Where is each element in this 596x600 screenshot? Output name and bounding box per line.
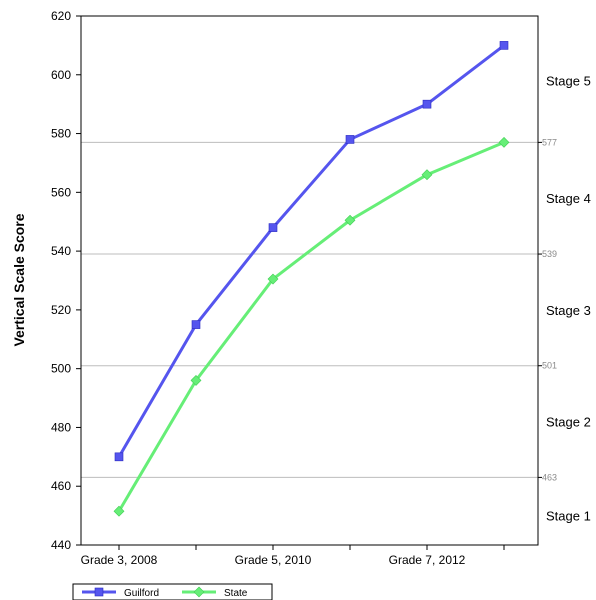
y-tick-label: 500 (51, 362, 71, 376)
y-tick-label: 600 (51, 68, 71, 82)
y-axis: 440 460 480 500 520 540 560 580 600 620 (51, 9, 81, 552)
threshold-label: 501 (542, 361, 557, 371)
y-tick-label: 460 (51, 479, 71, 493)
data-point-diamond (421, 169, 433, 181)
series-group (113, 41, 510, 517)
plot-frame (80, 15, 539, 546)
data-point-diamond (190, 374, 202, 386)
stage-label: Stage 3 (546, 303, 591, 318)
data-point-square (499, 41, 509, 50)
y-tick-label: 560 (51, 185, 71, 199)
right-axis-stages: Stage 5 Stage 4 Stage 3 Stage 2 Stage 1 (538, 74, 591, 524)
series-line-guilford (117, 44, 505, 458)
y-tick-label: 440 (51, 538, 71, 552)
legend-label: Guilford (124, 588, 159, 599)
data-point-diamond (113, 505, 125, 517)
x-axis: Grade 3, 2008 Grade 5, 2010 Grade 7, 2012 (81, 545, 505, 567)
data-point-diamond (498, 136, 510, 148)
data-point-diamond (344, 214, 356, 226)
series-line-state (117, 140, 505, 512)
y-tick-label: 480 (51, 420, 71, 434)
y-tick-label: 540 (51, 244, 71, 258)
data-point-square (94, 587, 104, 597)
threshold-label: 577 (542, 137, 557, 147)
stage-label: Stage 4 (546, 191, 591, 206)
x-tick-label: Grade 7, 2012 (389, 553, 466, 567)
x-tick-label: Grade 5, 2010 (235, 553, 312, 567)
data-point-square (345, 135, 355, 144)
legend-item-state: State (182, 586, 248, 599)
data-point-diamond (267, 273, 279, 285)
y-axis-title: Vertical Scale Score (11, 213, 27, 346)
threshold-label: 463 (542, 472, 557, 482)
y-tick-label: 520 (51, 303, 71, 317)
legend-item-guilford: Guilford (82, 587, 159, 599)
legend: Guilford State (72, 583, 273, 600)
x-tick-label: Grade 3, 2008 (81, 553, 158, 567)
stage-label: Stage 5 (546, 74, 591, 89)
data-point-square (114, 452, 124, 462)
legend-box (72, 583, 273, 600)
stage-label: Stage 1 (546, 509, 591, 524)
y-tick-label: 620 (51, 9, 71, 23)
data-point-diamond (193, 586, 205, 598)
series-guilford (114, 41, 509, 462)
data-point-square (191, 320, 201, 329)
threshold-label: 539 (542, 249, 557, 259)
series-state (113, 136, 510, 517)
data-point-square (422, 99, 432, 109)
stage-label: Stage 2 (546, 415, 591, 430)
y-tick-label: 580 (51, 127, 71, 141)
legend-label: State (224, 588, 248, 599)
data-point-square (268, 223, 278, 232)
stage-threshold-lines: 577 539 501 463 (81, 137, 557, 482)
